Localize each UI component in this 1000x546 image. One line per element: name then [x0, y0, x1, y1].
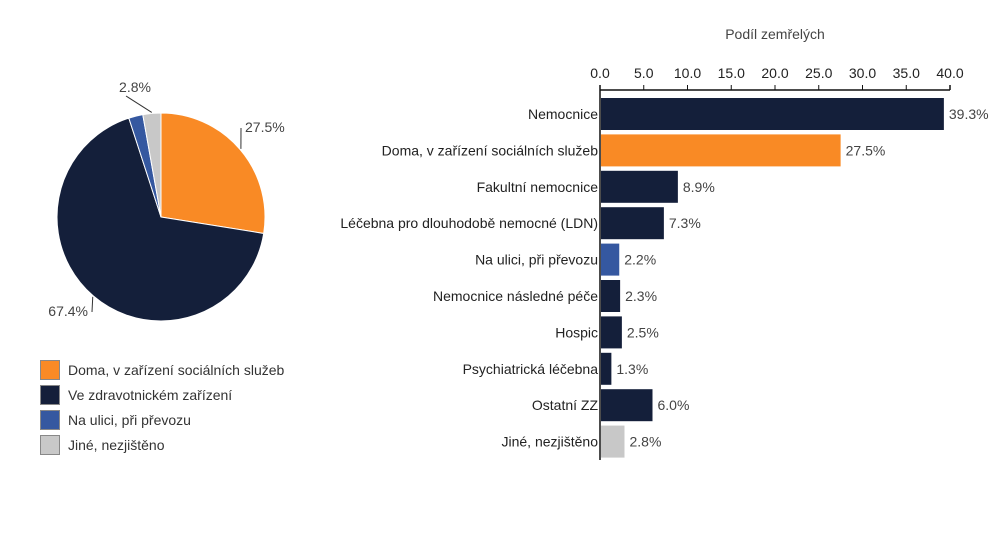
pie-legend: Doma, v zařízení sociálních služeb Ve zdr… — [40, 357, 284, 457]
x-tick-label: 20.0 — [761, 65, 788, 81]
y-category-label: Nemocnice následné péče — [433, 288, 598, 304]
bar-data-label: 2.2% — [624, 252, 656, 268]
pie-data-label: 2.8% — [119, 79, 151, 95]
bar-data-label: 8.9% — [683, 179, 715, 195]
legend-swatch — [40, 409, 60, 430]
x-axis-title: Podíl zemřelých — [725, 26, 825, 42]
bar-data-label: 6.0% — [658, 397, 690, 413]
y-category-label: Hospic — [555, 324, 598, 340]
x-tick-label: 10.0 — [674, 65, 701, 81]
y-category-label: Jiné, nezjištěno — [501, 434, 598, 450]
x-tick-label: 15.0 — [718, 65, 745, 81]
legend-label: Jiné, nezjištěno — [68, 436, 165, 453]
bar — [601, 352, 612, 385]
bar-data-label: 27.5% — [846, 142, 886, 158]
bar — [601, 207, 664, 240]
bar — [601, 98, 944, 130]
bar-data-label: 2.5% — [627, 324, 659, 340]
bar — [601, 316, 622, 349]
pie-chart: 27.5% 67.4% 2.8% — [48, 79, 285, 322]
bar-data-label: 39.3% — [949, 106, 989, 122]
y-category-label: Ostatní ZZ — [532, 397, 599, 413]
legend-label: Doma, v zařízení sociálních služeb — [68, 361, 285, 378]
bar — [601, 134, 841, 167]
y-category-label: Psychiatrická léčebna — [463, 361, 599, 377]
pie-leader-line — [91, 296, 94, 313]
x-tick-label: 35.0 — [893, 65, 920, 81]
y-category-label: Na ulici, při převozu — [475, 252, 598, 268]
pie-slice — [56, 117, 265, 322]
pie-leader-line — [125, 95, 153, 113]
bar-data-label: 2.3% — [625, 288, 657, 304]
bar — [601, 243, 620, 276]
bar-data-label: 2.8% — [630, 434, 662, 450]
y-category-label: Nemocnice — [528, 106, 598, 122]
pie-data-label: 67.4% — [48, 303, 88, 319]
x-tick-label: 30.0 — [849, 65, 876, 81]
legend-swatch — [40, 384, 60, 405]
x-tick-label: 0.0 — [590, 65, 610, 81]
x-tick-label: 25.0 — [805, 65, 832, 81]
y-category-label: Léčebna pro dlouhodobě nemocné (LDN) — [340, 215, 598, 231]
pie-slice — [160, 112, 266, 235]
bar — [601, 280, 621, 312]
legend-item: Na ulici, při převozu — [40, 407, 284, 432]
y-category-label: Doma, v zařízení sociálních služeb — [382, 142, 599, 158]
pie-data-label: 27.5% — [245, 119, 285, 135]
bar-data-label: 1.3% — [616, 361, 648, 377]
legend-item: Doma, v zařízení sociálních služeb — [40, 357, 284, 382]
legend-item: Jiné, nezjištěno — [40, 432, 284, 457]
pie-slice — [142, 112, 162, 218]
legend-item: Ve zdravotnickém zařízení — [40, 382, 284, 407]
y-category-label: Fakultní nemocnice — [477, 179, 599, 195]
legend-label: Na ulici, při převozu — [68, 411, 191, 428]
legend-swatch — [40, 434, 60, 455]
legend-swatch — [40, 359, 60, 380]
x-tick-label: 40.0 — [936, 65, 963, 81]
bar — [601, 425, 625, 458]
legend-label: Ve zdravotnickém zařízení — [68, 386, 233, 403]
bar-data-label: 7.3% — [669, 215, 701, 231]
bar — [601, 170, 678, 203]
x-tick-label: 5.0 — [634, 65, 654, 81]
bar — [601, 389, 653, 422]
